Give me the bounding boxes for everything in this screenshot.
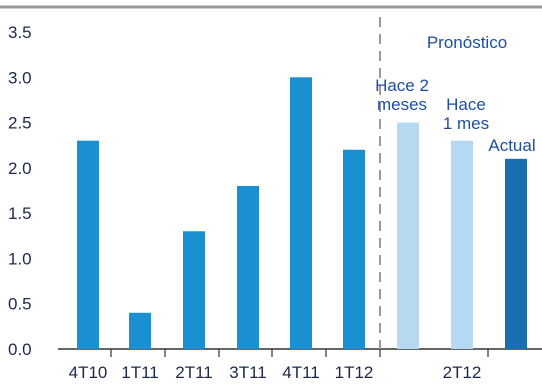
- y-tick-label: 0.5: [8, 295, 32, 314]
- y-axis: 0.0 0.5 1.0 1.5 2.0 2.5 3.0 3.5: [8, 23, 32, 359]
- bar-2t12-6: [397, 122, 419, 349]
- bar-3t11-3: [237, 185, 259, 349]
- y-tick-label: 1.0: [8, 249, 32, 268]
- bar-2t12-8: [505, 158, 527, 349]
- bar-1t12-5: [343, 149, 365, 349]
- x-tick-label: 2T12: [443, 363, 482, 382]
- y-tick-label: 1.5: [8, 204, 32, 223]
- x-axis: 4T10 1T11 2T11 3T11 4T11 1T12 2T12: [58, 348, 542, 382]
- x-tick-label: 2T11: [175, 363, 213, 382]
- forecast-bar-annotation: Hace 2: [375, 76, 429, 95]
- bar-4t10-0: [77, 140, 99, 349]
- forecast-label: Pronóstico: [427, 33, 507, 52]
- x-tick-label: 1T11: [121, 363, 159, 382]
- x-tick-label: 4T11: [282, 363, 320, 382]
- x-tick-label: 4T10: [69, 363, 108, 382]
- bar-2t11-2: [183, 231, 205, 349]
- forecast-bar-annotation: 1 mes: [443, 114, 489, 133]
- y-tick-label: 2.0: [8, 159, 32, 178]
- forecast-bar-annotation: Hace: [446, 95, 486, 114]
- bar-4t11-4: [290, 77, 312, 350]
- bar-1t11-1: [129, 312, 151, 349]
- x-tick-label: 3T11: [229, 363, 267, 382]
- forecast-bar-annotation: Actual: [488, 136, 535, 155]
- bars: [77, 77, 527, 350]
- forecast-bar-annotation: meses: [377, 95, 427, 114]
- y-tick-label: 2.5: [8, 114, 32, 133]
- y-tick-label: 0.0: [8, 340, 32, 359]
- y-tick-label: 3.5: [8, 23, 32, 42]
- y-tick-label: 3.0: [8, 68, 32, 87]
- bar-2t12-7: [451, 140, 473, 349]
- x-tick-label: 1T12: [335, 363, 374, 382]
